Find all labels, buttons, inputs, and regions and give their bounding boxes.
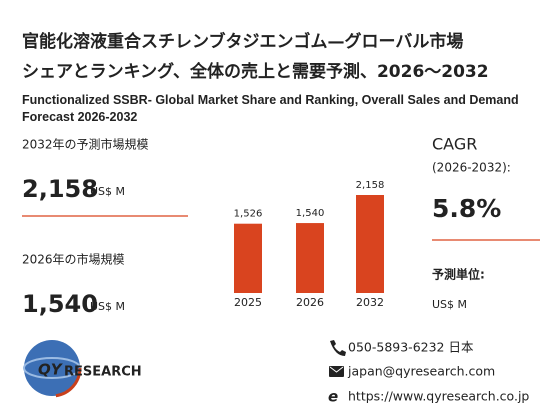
x-tick-label: 2026 xyxy=(296,296,324,309)
title-line: シェアとランキング、全体の売上と需要予測、2026～2032 xyxy=(22,61,489,82)
unit-value: US$ M xyxy=(432,298,467,311)
logo-ring xyxy=(22,338,82,398)
stat-unit: US$ M xyxy=(90,185,125,198)
stat-value: 1,540 xyxy=(22,290,98,318)
contact: 050-5893-6232 日本 japan@qyresearch.com e … xyxy=(328,340,529,406)
logo-text: RESEARCH xyxy=(64,365,142,380)
x-tick-label: 2032 xyxy=(356,296,384,309)
stat-label: 2026年の市場規模 xyxy=(22,252,125,267)
subtitle-box: Functionalized SSBR- Global Market Share… xyxy=(22,93,519,124)
value-label: 1,540 xyxy=(296,208,325,219)
contact-web: https://www.qyresearch.co.jp xyxy=(348,389,529,404)
bar xyxy=(234,223,262,293)
contact-email: japan@qyresearch.com xyxy=(347,364,495,379)
logo-text: QY xyxy=(38,361,64,379)
mail-flap xyxy=(329,366,344,373)
logo: QY RESEARCH xyxy=(22,338,142,398)
unit-label: 予測単位: xyxy=(432,267,485,282)
cagr-period: (2026-2032): xyxy=(432,161,511,175)
value-label: 1,526 xyxy=(234,209,263,220)
stat-label: 2032年の予測市場規模 xyxy=(22,137,149,152)
logo-globe xyxy=(24,340,80,396)
phone-icon xyxy=(330,340,346,356)
bar xyxy=(296,223,324,293)
title-line: 官能化溶液重合スチレンブタジエンゴム—グローバル市場 xyxy=(22,31,463,52)
cagr-label: CAGR xyxy=(432,135,477,154)
value-label: 2,158 xyxy=(356,180,385,191)
stat-value: 2,158 xyxy=(22,175,98,203)
x-tick-label: 2025 xyxy=(234,296,262,309)
stat-unit: US$ M xyxy=(90,300,125,313)
bar-chart: 1,526 2025 1,540 2026 2,158 2032 xyxy=(234,180,385,309)
bar xyxy=(356,195,384,293)
subtitle: Functionalized SSBR- Global Market Share… xyxy=(22,93,519,124)
contact-phone: 050-5893-6232 日本 xyxy=(348,340,474,355)
cagr-value: 5.8% xyxy=(432,194,501,223)
web-icon: e xyxy=(328,388,338,406)
